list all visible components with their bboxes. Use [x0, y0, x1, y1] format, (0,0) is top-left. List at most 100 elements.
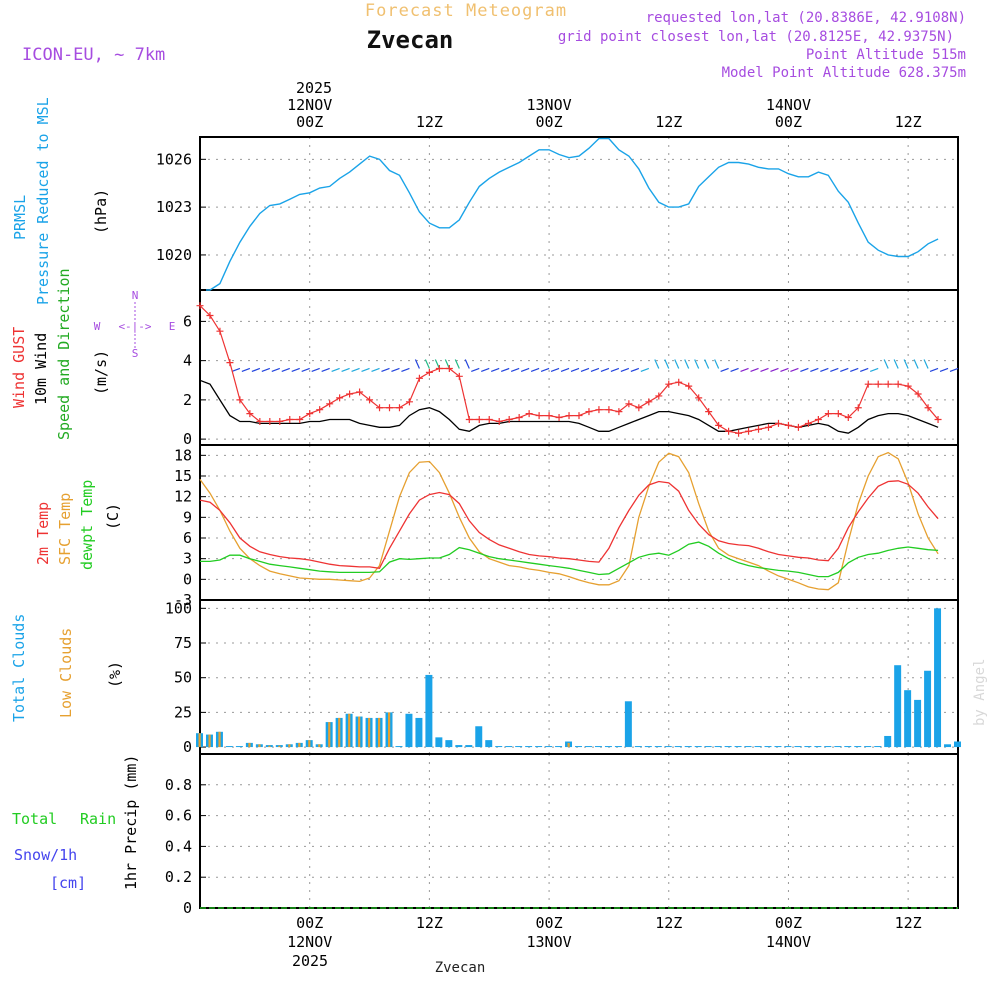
total-cloud-bar: [764, 746, 772, 748]
total-cloud-bar: [804, 746, 812, 748]
gust-marker: [545, 412, 553, 420]
compass-arrows: <-|->: [118, 320, 151, 333]
t2m-line: [199, 480, 939, 570]
wind-direction-arrow: [684, 359, 690, 369]
gust-marker: [435, 364, 443, 372]
wind-direction-arrow: [830, 367, 839, 373]
gust-marker: [685, 382, 693, 390]
gust-marker: [765, 423, 772, 431]
gust-marker: [346, 390, 354, 398]
bottom-time-label: 12Z: [655, 914, 682, 932]
ytick-label: 0.6: [165, 807, 192, 825]
gust-marker: [555, 414, 563, 422]
total-cloud-bar: [894, 665, 902, 748]
wind-unit: (m/s): [92, 350, 110, 395]
wind-direction-arrow: [780, 367, 789, 373]
gust-marker: [924, 404, 932, 412]
panel-frame: [199, 136, 959, 291]
pressure-line: [206, 137, 939, 291]
low-cloud-bar: [198, 733, 201, 748]
total-cloud-bar: [555, 746, 563, 748]
gust-marker: [645, 398, 653, 406]
panel-frame: [199, 599, 959, 755]
wind-direction-arrow: [401, 367, 410, 373]
ytick-label: 3: [183, 550, 192, 568]
wind-direction-arrow: [810, 367, 819, 373]
total-cloud-bar: [415, 717, 423, 748]
low-cloud-bar: [348, 713, 351, 748]
wind-direction-arrow: [520, 367, 530, 373]
gust-marker: [366, 396, 374, 404]
gust-marker: [585, 408, 593, 416]
total-cloud-bar: [914, 699, 922, 748]
gust-marker: [625, 400, 633, 408]
total-cloud-bar: [525, 746, 533, 748]
gust-marker: [675, 378, 683, 386]
gust-marker: [316, 406, 324, 414]
wind-direction-arrow: [510, 367, 520, 373]
wind-direction-arrow: [923, 359, 929, 369]
compass-n: N: [132, 289, 139, 302]
ytick-label: 9: [183, 508, 192, 526]
total-cloud-bar: [465, 745, 473, 748]
precip-labels: Total Rain Snow/1h [cm] 1hr Precip (mm): [12, 755, 140, 892]
wind-direction-arrow: [704, 359, 710, 369]
wind-direction-arrow: [341, 367, 350, 373]
gust-marker: [635, 404, 643, 412]
wind-direction-arrow: [860, 367, 869, 373]
credit-text: by Angel: [972, 659, 988, 726]
pressure-msl-label: Pressure Reduced to MSL: [34, 97, 52, 305]
ytick-label: 4: [183, 352, 192, 370]
gust-marker: [884, 380, 892, 388]
ytick-label: 0.2: [165, 868, 192, 886]
total-cloud-bar: [235, 746, 243, 748]
wind-direction-arrow: [241, 367, 251, 373]
compass-e: E: [169, 320, 176, 333]
wind-plot: [197, 302, 959, 437]
total-cloud-bar: [794, 746, 802, 748]
gust-marker: [266, 417, 274, 425]
total-cloud-bar: [714, 746, 722, 748]
total-cloud-bar: [674, 746, 682, 748]
total-cloud-bar: [535, 746, 543, 748]
gust-marker: [445, 364, 453, 372]
ytick-label: -3: [174, 591, 192, 609]
ytick-label: 50: [174, 669, 192, 687]
low-cloud-bar: [308, 740, 311, 748]
tsfc-label: SFC Temp: [56, 493, 74, 565]
gust-marker: [695, 394, 703, 402]
total-cloud-bar: [505, 746, 513, 748]
ytick-label: 25: [174, 703, 192, 721]
total-cloud-bar: [445, 740, 453, 748]
wind-direction-arrow: [424, 359, 430, 369]
top-date-label: 12NOV: [287, 96, 332, 114]
gust-marker: [784, 421, 792, 429]
wind-direction-arrow: [664, 359, 670, 369]
total-cloud-bar: [694, 746, 702, 748]
total-cloud-bar: [744, 746, 752, 748]
wind-direction-arrow: [580, 367, 590, 373]
compass-w: W: [94, 320, 101, 333]
total-cloud-bar: [515, 746, 523, 748]
ytick-label: 75: [174, 634, 192, 652]
pressure-unit: (hPa): [92, 189, 110, 234]
panels: 1020102310260246-30369121518025507510000…: [156, 136, 959, 917]
wind-direction-arrow: [251, 367, 261, 373]
top-date-label: 14NOV: [766, 96, 811, 114]
low-cloud-bar: [298, 742, 301, 748]
compass-icon: N S W E <-|->: [94, 289, 176, 360]
compass-s: S: [132, 347, 139, 360]
low-cloud-bar: [388, 712, 391, 748]
wind-dir-label: Speed and Direction: [55, 268, 73, 440]
ytick-label: 2: [183, 391, 192, 409]
gust-marker: [814, 415, 822, 423]
top-time-label: 12Z: [416, 113, 443, 131]
gust-marker: [735, 429, 743, 437]
wind-direction-arrow: [570, 367, 580, 373]
wind-direction-arrow: [434, 359, 440, 369]
snow-label: Snow/1h: [14, 846, 77, 864]
ytick-label: 0: [183, 570, 192, 588]
total-cloud-bar: [924, 670, 932, 748]
